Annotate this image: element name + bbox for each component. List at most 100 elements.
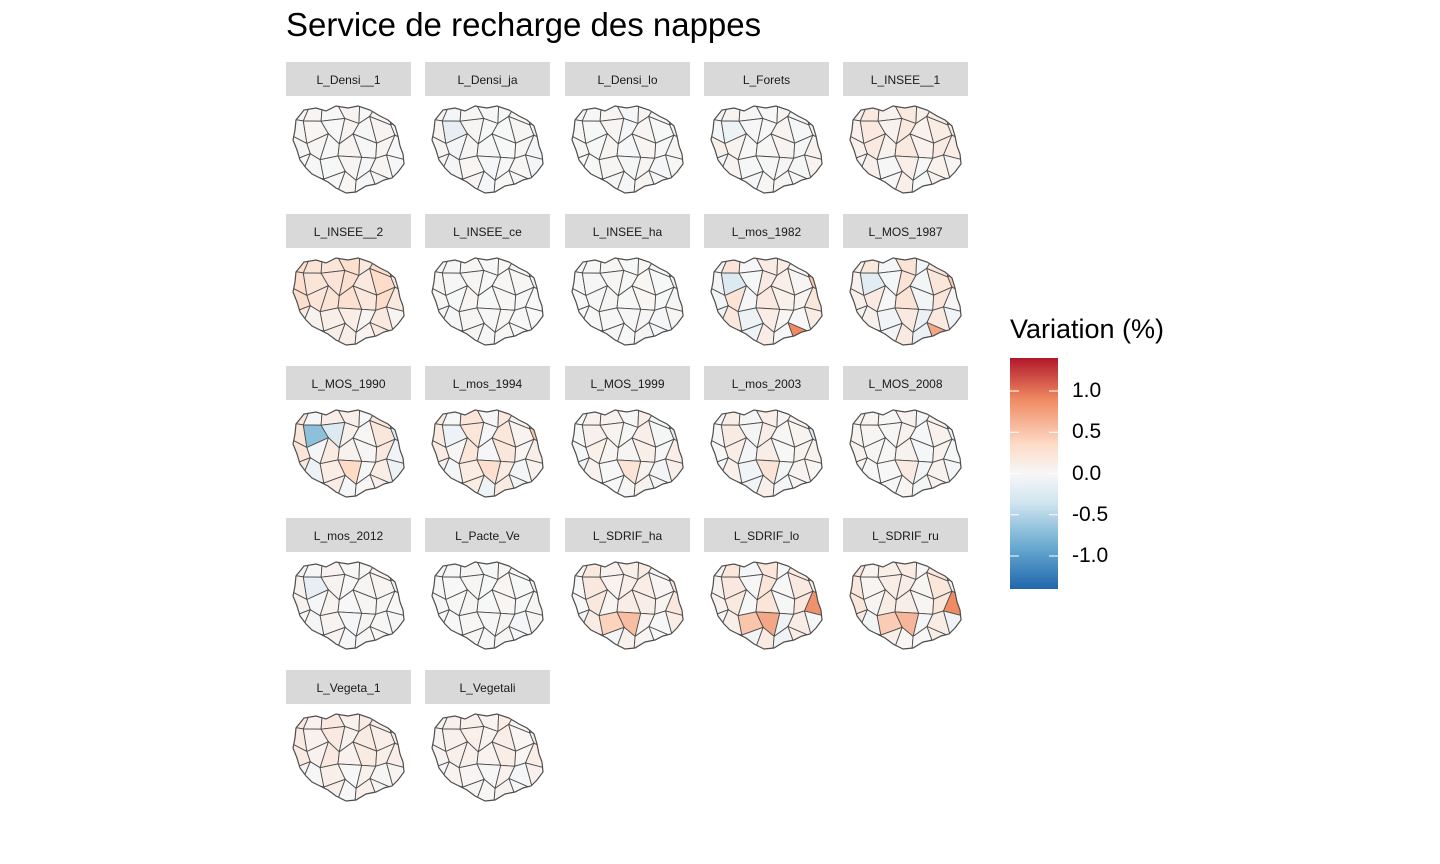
- commune-polygon: [711, 172, 729, 193]
- facet-panel: L_MOS_1987: [843, 214, 968, 354]
- commune-polygon: [387, 562, 404, 582]
- region-map: [431, 257, 544, 346]
- facet-panel: L_mos_2012: [286, 518, 411, 658]
- facet-strip-label: L_SDRIF_ru: [843, 518, 968, 552]
- facet-strip-label: L_SDRIF_ha: [565, 518, 690, 552]
- facet-strip-label: L_SDRIF_lo: [704, 518, 829, 552]
- legend-colorbar: [1010, 358, 1058, 589]
- facet-strip-label: L_Densi_ja: [425, 62, 550, 96]
- commune-polygon: [526, 562, 543, 582]
- commune-polygon: [711, 324, 729, 345]
- commune-polygon: [475, 322, 496, 345]
- commune-polygon: [944, 410, 961, 430]
- facet-strip-label: L_INSEE__2: [286, 214, 411, 248]
- region-outline: [431, 105, 544, 194]
- commune-polygon: [805, 562, 822, 582]
- commune-polygon: [293, 628, 311, 649]
- region-map: [849, 257, 962, 346]
- legend-break-label: 1.0: [1072, 379, 1102, 402]
- commune-polygon: [475, 170, 496, 193]
- region-outline: [292, 409, 405, 498]
- facet-panel: L_INSEE_ce: [425, 214, 550, 354]
- facet-panel: L_mos_1982: [704, 214, 829, 354]
- region-map: [431, 409, 544, 498]
- commune-polygon: [754, 322, 775, 345]
- facet-strip-label: L_INSEE__1: [843, 62, 968, 96]
- commune-polygon: [850, 172, 868, 193]
- facet-panel: L_MOS_1999: [565, 366, 690, 506]
- region-outline: [849, 257, 962, 346]
- commune-polygon: [944, 258, 961, 278]
- region-outline: [431, 561, 544, 650]
- facet-panel: L_mos_2003: [704, 366, 829, 506]
- region-map: [292, 713, 405, 802]
- facet-panel: L_SDRIF_lo: [704, 518, 829, 658]
- commune-polygon: [387, 714, 404, 734]
- facet-strip-label: L_mos_2012: [286, 518, 411, 552]
- facet-strip-label: L_mos_1982: [704, 214, 829, 248]
- commune-polygon: [475, 474, 496, 497]
- commune-polygon: [615, 474, 636, 497]
- facet-strip-label: L_Forets: [704, 62, 829, 96]
- commune-polygon: [754, 626, 775, 649]
- facet-panel: L_INSEE__2: [286, 214, 411, 354]
- commune-polygon: [387, 258, 404, 278]
- commune-polygon: [336, 170, 357, 193]
- commune-polygon: [293, 780, 311, 801]
- commune-polygon: [666, 562, 683, 582]
- region-map: [571, 105, 684, 194]
- facet-strip-label: L_Densi__1: [286, 62, 411, 96]
- commune-polygon: [572, 172, 590, 193]
- commune-polygon: [572, 476, 590, 497]
- region-outline: [710, 105, 823, 194]
- commune-polygon: [666, 410, 683, 430]
- facet-panel: L_mos_1994: [425, 366, 550, 506]
- legend-break-label: -1.0: [1072, 544, 1109, 567]
- facet-panel: L_INSEE__1: [843, 62, 968, 202]
- region-outline: [292, 561, 405, 650]
- chart-title: Service de recharge des nappes: [286, 6, 762, 43]
- region-outline: [849, 105, 962, 194]
- facet-panel: L_Forets: [704, 62, 829, 202]
- region-map: [849, 561, 962, 650]
- region-map: [431, 713, 544, 802]
- commune-polygon: [711, 476, 729, 497]
- commune-polygon: [475, 626, 496, 649]
- commune-polygon: [850, 476, 868, 497]
- region-outline: [849, 561, 962, 650]
- commune-polygon: [387, 410, 404, 430]
- commune-polygon: [944, 562, 961, 582]
- region-map: [849, 409, 962, 498]
- region-map: [292, 561, 405, 650]
- facet-panel: L_MOS_1990: [286, 366, 411, 506]
- facet-strip-label: L_MOS_2008: [843, 366, 968, 400]
- facet-panel: L_SDRIF_ha: [565, 518, 690, 658]
- legend-break-label: 0.5: [1072, 420, 1102, 444]
- region-map: [571, 561, 684, 650]
- legend-title: Variation (%): [1010, 314, 1165, 344]
- commune-polygon: [387, 106, 404, 126]
- region-outline: [710, 257, 823, 346]
- commune-polygon: [336, 322, 357, 345]
- region-map: [292, 409, 405, 498]
- region-map: [431, 561, 544, 650]
- commune-polygon: [432, 324, 450, 345]
- facet-strip-label: L_MOS_1987: [843, 214, 968, 248]
- commune-polygon: [572, 628, 590, 649]
- commune-polygon: [526, 714, 543, 734]
- facet-strip-label: L_INSEE_ce: [425, 214, 550, 248]
- facet-panel: L_Densi__1: [286, 62, 411, 202]
- commune-polygon: [666, 106, 683, 126]
- legend: Variation (%) 1.0 0.5 0.0 -0.5 -1.0: [1010, 314, 1210, 604]
- facet-panel: L_Vegeta_1: [286, 670, 411, 810]
- commune-polygon: [526, 258, 543, 278]
- commune-polygon: [754, 474, 775, 497]
- facet-strip-label: L_Vegetali: [425, 670, 550, 704]
- commune-polygon: [711, 628, 729, 649]
- facet-strip-label: L_INSEE_ha: [565, 214, 690, 248]
- region-map: [292, 105, 405, 194]
- commune-polygon: [336, 474, 357, 497]
- region-outline: [571, 409, 684, 498]
- commune-polygon: [754, 170, 775, 193]
- facet-strip-label: L_MOS_1999: [565, 366, 690, 400]
